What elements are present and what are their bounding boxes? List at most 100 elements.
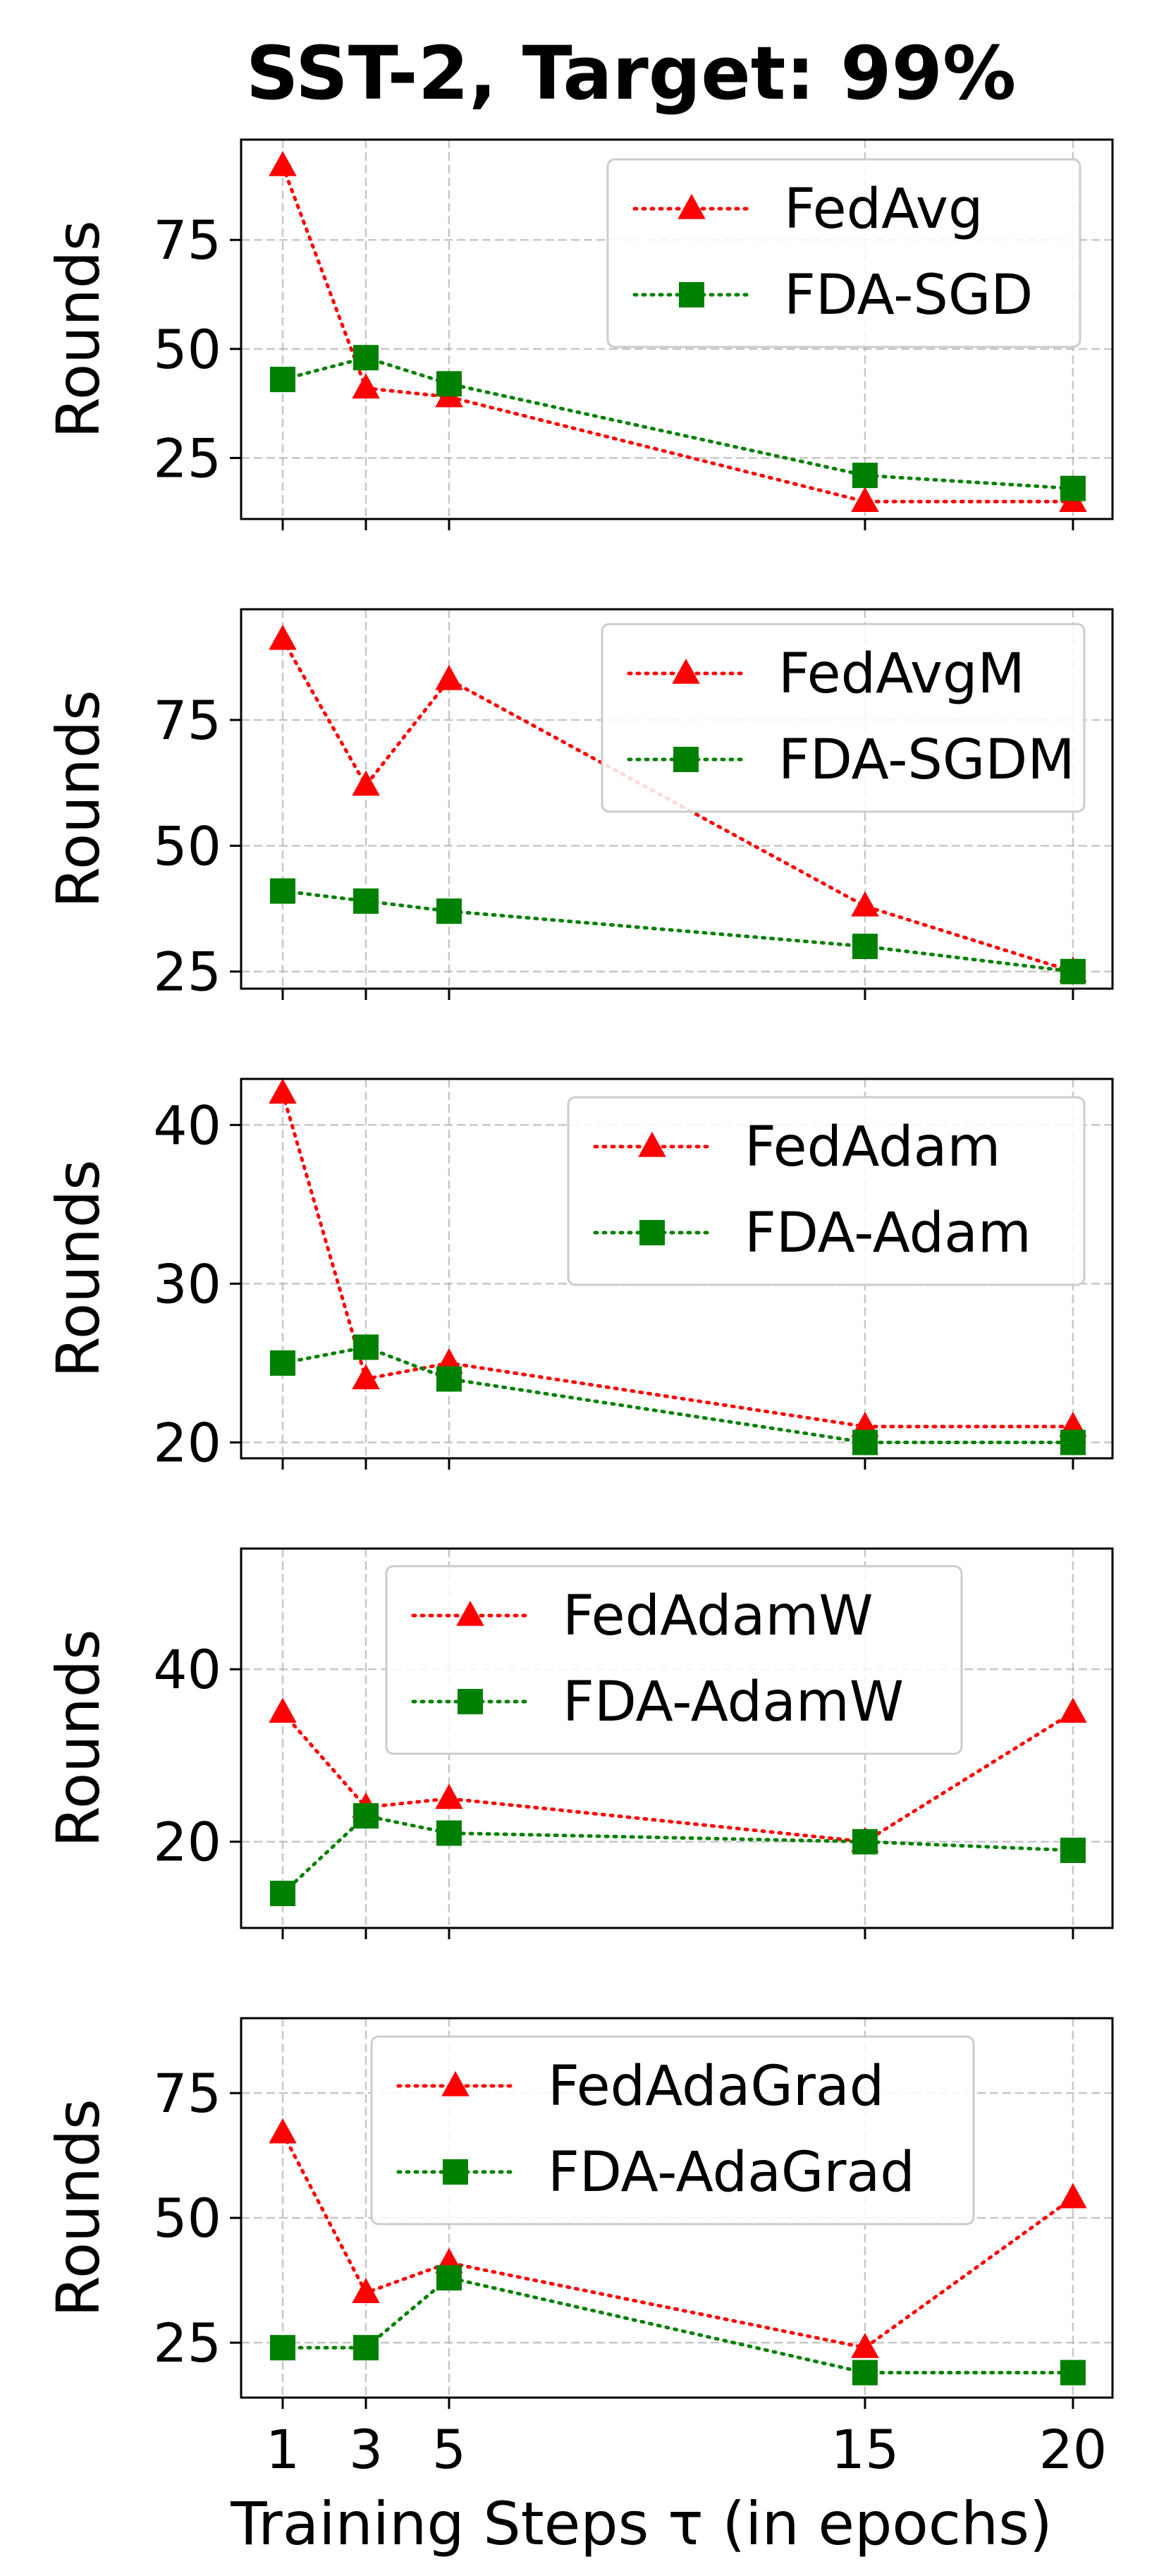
legend-marker bbox=[638, 1131, 666, 1157]
data-point-marker bbox=[269, 1697, 297, 1723]
series-line bbox=[281, 637, 1075, 974]
legend: FedAdam FDA-Adam bbox=[567, 1096, 1086, 1286]
plot-frame bbox=[240, 1078, 1114, 1460]
legend-label: FDA-SGDM bbox=[778, 728, 1075, 792]
data-point-marker bbox=[269, 1881, 295, 1907]
data-point-marker bbox=[436, 1820, 462, 1846]
legend-marker bbox=[443, 2159, 468, 2185]
y-tick-label: 50 bbox=[153, 2187, 221, 2250]
legend-marker bbox=[672, 658, 700, 684]
x-tick-label: 20 bbox=[1039, 2418, 1108, 2481]
y-axis-label: Rounds bbox=[44, 2099, 113, 2317]
plot-frame bbox=[240, 138, 1114, 520]
data-point-marker bbox=[1059, 2183, 1087, 2209]
data-point-marker bbox=[435, 664, 463, 690]
legend-label: FedAdam bbox=[744, 1116, 1000, 1179]
data-point-marker bbox=[852, 934, 878, 960]
y-tick-label: 75 bbox=[153, 689, 221, 752]
legend: FedAvgM FDA-SGDM bbox=[601, 623, 1086, 813]
subplot-4: 20 40 Rounds FedAdamW FDA-AdamW bbox=[44, 1547, 1114, 1939]
data-point-marker bbox=[269, 2335, 295, 2361]
legend-label: FedAvg bbox=[784, 178, 983, 241]
data-point-marker bbox=[352, 345, 379, 371]
data-point-marker bbox=[352, 1803, 379, 1829]
legend-marker bbox=[441, 2070, 470, 2096]
y-tick-label: 25 bbox=[153, 427, 221, 489]
plot-frame bbox=[240, 608, 1114, 990]
series-FDA-AdaGrad bbox=[269, 2265, 1086, 2386]
series-FDA-SGDM bbox=[269, 878, 1086, 984]
data-point-marker bbox=[269, 2118, 297, 2144]
legend-box bbox=[385, 1565, 963, 1755]
data-point-marker bbox=[1060, 1837, 1086, 1863]
subplot-2: 25 50 75 Rounds FedAvgM FDA-SGDM bbox=[44, 608, 1114, 1003]
series-line bbox=[281, 1814, 1075, 1896]
data-point-marker bbox=[852, 2360, 878, 2386]
data-point-marker bbox=[852, 1829, 878, 1855]
series-FedAdaGrad bbox=[269, 2118, 1087, 2358]
data-point-marker bbox=[436, 2265, 462, 2291]
series-line bbox=[281, 2276, 1075, 2375]
data-point-marker bbox=[851, 2333, 879, 2358]
data-point-marker bbox=[352, 2278, 380, 2304]
y-tick-label: 75 bbox=[153, 2062, 221, 2125]
legend-box bbox=[601, 623, 1086, 813]
data-point-marker bbox=[352, 888, 379, 914]
data-point-marker bbox=[436, 898, 462, 924]
y-tick-label: 25 bbox=[153, 941, 221, 1003]
legend-box bbox=[370, 2035, 975, 2226]
data-point-marker bbox=[1059, 1697, 1087, 1723]
subplot-3: 20 30 40 Rounds FedAdam FDA-Adam bbox=[44, 1078, 1114, 1474]
data-point-marker bbox=[352, 770, 380, 796]
y-tick-label: 25 bbox=[153, 2312, 221, 2374]
data-point-marker bbox=[269, 624, 297, 650]
data-point-marker bbox=[851, 891, 879, 917]
plot-frame bbox=[240, 2017, 1114, 2399]
series-FDA-Adam bbox=[269, 1334, 1086, 1455]
data-point-marker bbox=[435, 1783, 463, 1809]
data-point-marker bbox=[852, 1429, 878, 1455]
legend: FedAvg FDA-SGD bbox=[606, 158, 1081, 348]
subplot-1: 25 50 75 Rounds FedAvg FDA-SGD bbox=[44, 138, 1114, 530]
y-axis-label: Rounds bbox=[44, 1629, 113, 1848]
legend-marker bbox=[678, 193, 706, 219]
series-line bbox=[281, 2131, 1075, 2350]
y-tick-label: 40 bbox=[153, 1094, 221, 1156]
x-axis-label: Training Steps τ (in epochs) bbox=[230, 2489, 1053, 2558]
data-point-marker bbox=[851, 487, 879, 512]
y-tick-label: 30 bbox=[153, 1252, 221, 1315]
legend-label: FDA-SGD bbox=[784, 264, 1033, 327]
data-point-marker bbox=[352, 2335, 379, 2361]
x-tick-label: 1 bbox=[266, 2418, 300, 2481]
series-FDA-AdamW bbox=[269, 1803, 1086, 1907]
data-point-marker bbox=[269, 1078, 297, 1104]
data-point-marker bbox=[269, 878, 295, 904]
x-tick-label: 15 bbox=[831, 2418, 900, 2481]
legend-label: FedAdaGrad bbox=[548, 2055, 884, 2118]
legend-label: FDA-AdamW bbox=[563, 1671, 904, 1734]
x-tick-label: 5 bbox=[432, 2418, 466, 2481]
legend-marker bbox=[679, 282, 704, 307]
legend-marker bbox=[458, 1689, 483, 1714]
legend-label: FedAvgM bbox=[778, 642, 1025, 706]
y-axis-label: Rounds bbox=[44, 1159, 113, 1378]
legend-box bbox=[567, 1096, 1086, 1286]
y-tick-label: 20 bbox=[153, 1411, 221, 1474]
legend-box bbox=[606, 158, 1081, 348]
x-tick-label: 3 bbox=[349, 2418, 383, 2481]
legend-marker bbox=[456, 1600, 484, 1626]
y-axis-label: Rounds bbox=[44, 690, 113, 908]
plot-frame bbox=[240, 1547, 1114, 1929]
subplot-5: 25 50 75 1 3 5 15 20 Rounds Training Steps τ (in … bbox=[44, 2017, 1114, 2558]
data-point-marker bbox=[269, 151, 297, 176]
y-axis-label: Rounds bbox=[44, 220, 113, 439]
legend-label: FedAdamW bbox=[563, 1585, 873, 1648]
subplots: 25 50 75 Rounds FedAvg FDA-SGD 25 50 75 Rounds Fed… bbox=[44, 138, 1114, 2558]
series-FDA-SGD bbox=[269, 345, 1086, 501]
legend-label: FDA-AdaGrad bbox=[548, 2141, 915, 2204]
data-point-marker bbox=[1060, 1429, 1086, 1455]
data-point-marker bbox=[352, 373, 380, 399]
legend: FedAdamW FDA-AdamW bbox=[385, 1565, 963, 1755]
data-point-marker bbox=[436, 371, 462, 397]
